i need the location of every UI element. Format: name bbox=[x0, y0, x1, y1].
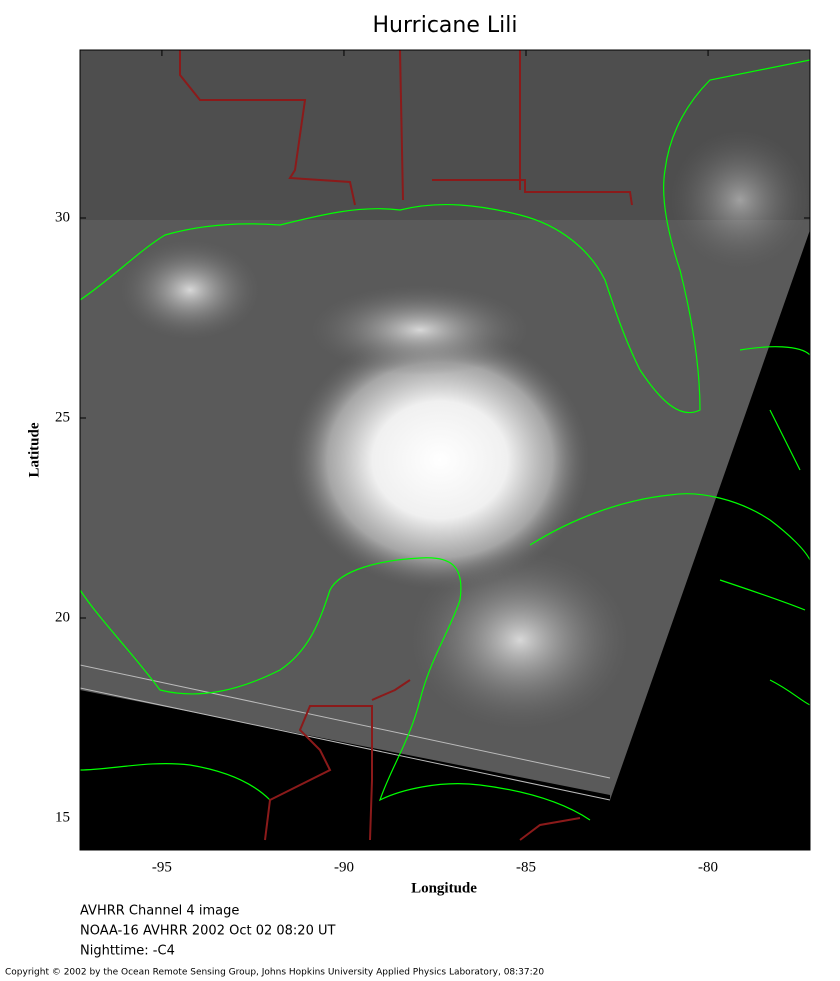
scan-line bbox=[80, 664, 611, 801]
caption: Nighttime: -C4 bbox=[80, 944, 175, 959]
y-tick-label: 30 bbox=[55, 209, 70, 225]
no-data-region bbox=[80, 690, 610, 850]
satellite-image bbox=[80, 50, 810, 850]
x-axis-label: Longitude bbox=[411, 880, 477, 896]
y-tick-label: 20 bbox=[55, 609, 70, 625]
x-tick-label: -90 bbox=[334, 859, 354, 875]
no-data-region bbox=[610, 230, 810, 800]
caption: NOAA-16 AVHRR 2002 Oct 02 08:20 UT bbox=[80, 924, 335, 939]
map-title: Hurricane Lili bbox=[373, 13, 518, 38]
no-data-region bbox=[610, 800, 810, 850]
hurricane-clouds bbox=[290, 330, 590, 590]
x-tick-label: -80 bbox=[698, 859, 718, 875]
cloud bbox=[410, 550, 630, 730]
cloud bbox=[310, 285, 530, 375]
caption: AVHRR Channel 4 image bbox=[80, 904, 239, 919]
y-tick-label: 25 bbox=[55, 409, 70, 425]
cloud bbox=[670, 130, 810, 270]
coastlines bbox=[80, 59, 810, 821]
cloud bbox=[120, 240, 260, 340]
borders bbox=[179, 50, 633, 841]
x-tick-label: -95 bbox=[152, 859, 172, 875]
x-tick-label: -85 bbox=[516, 859, 536, 875]
copyright: Copyright © 2002 by the Ocean Remote Sen… bbox=[5, 968, 544, 978]
y-axis-label: Latitude bbox=[26, 422, 42, 477]
y-tick-label: 15 bbox=[55, 809, 70, 825]
plot-frame bbox=[79, 49, 811, 851]
